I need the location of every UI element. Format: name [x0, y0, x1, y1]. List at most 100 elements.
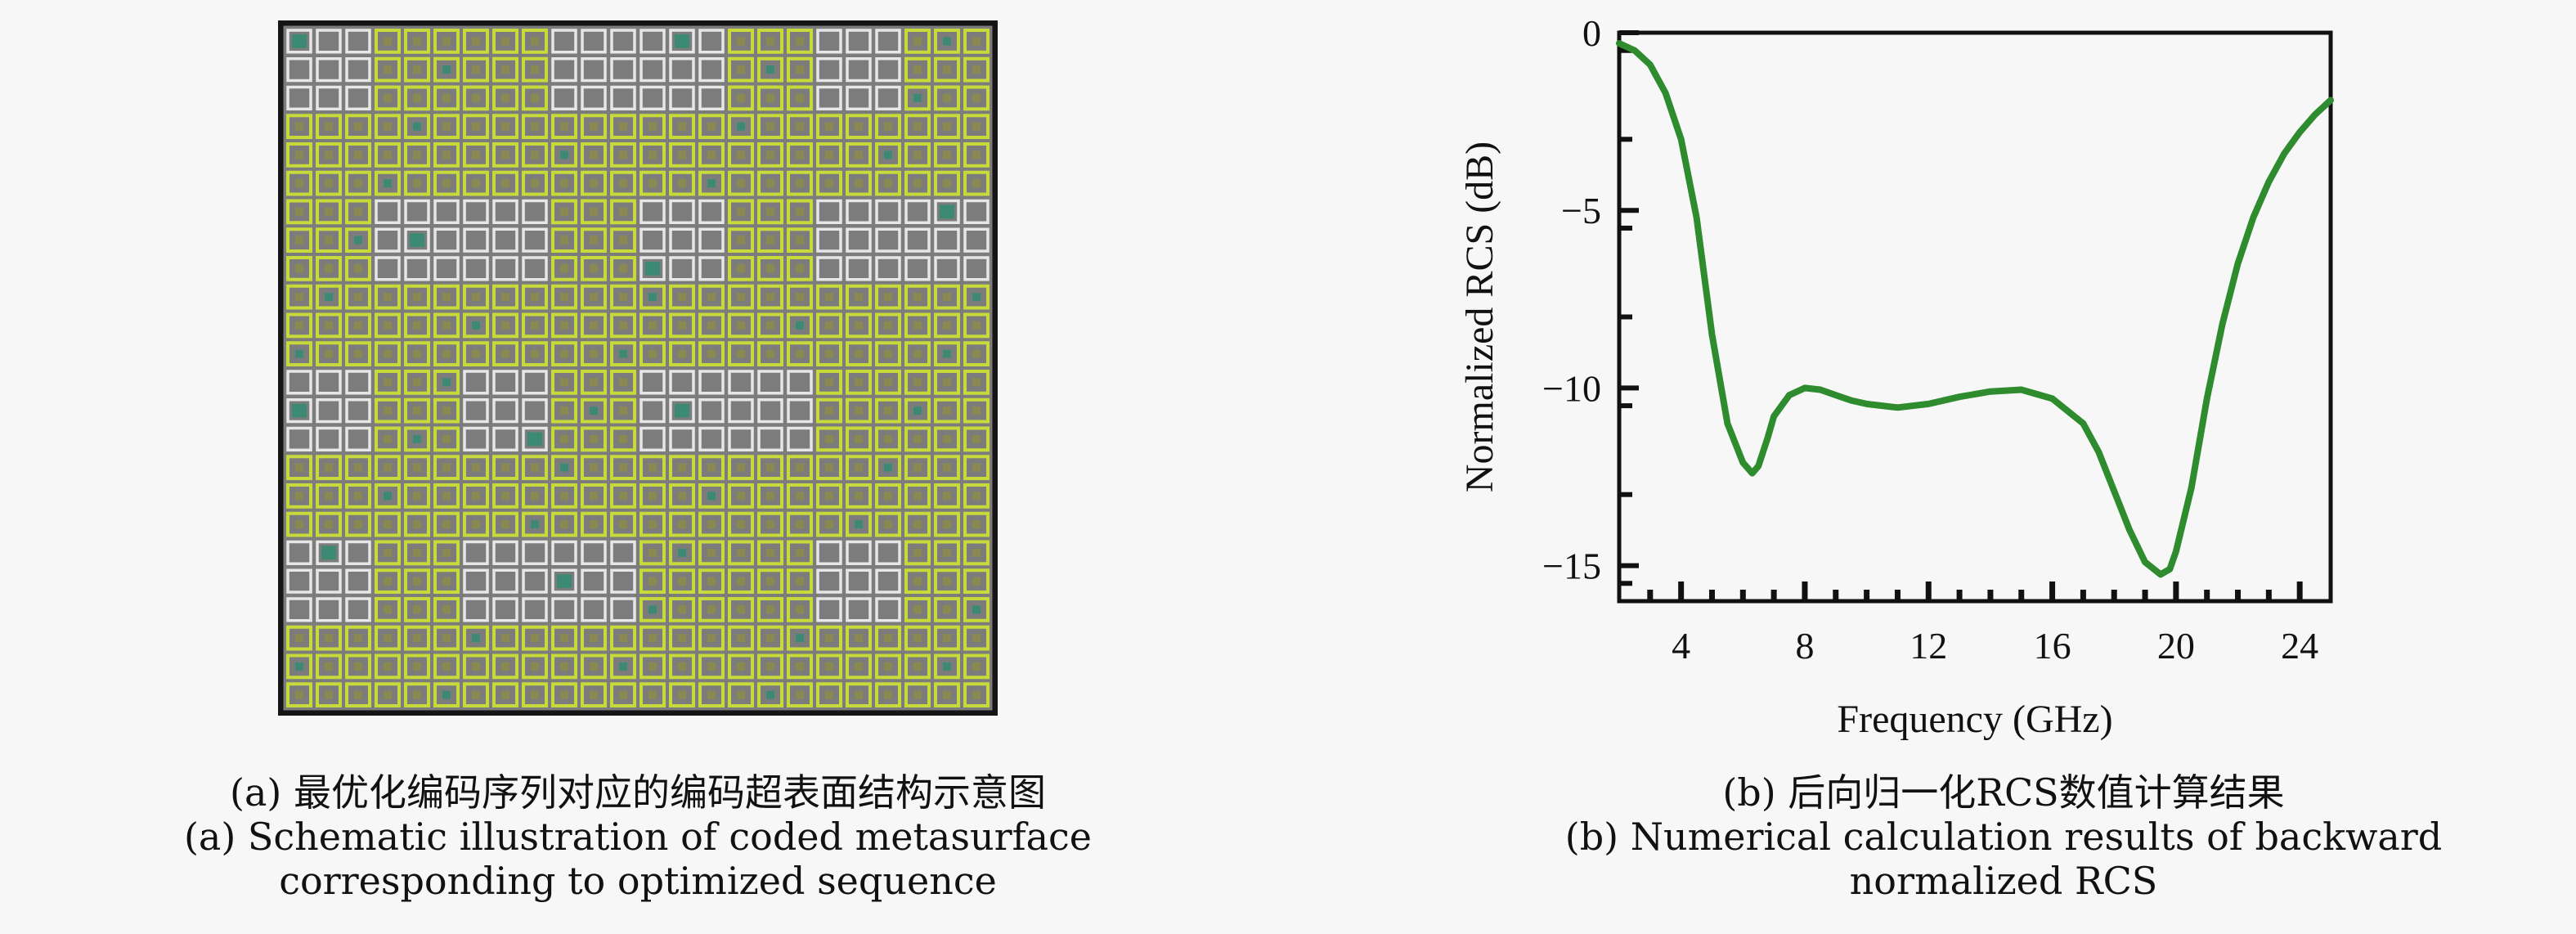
unit-cell-1 — [846, 142, 872, 168]
y-tick-label: 0 — [1582, 12, 1601, 54]
unit-cell-1 — [463, 29, 489, 54]
unit-cell-0 — [610, 568, 636, 594]
unit-cell-1 — [875, 426, 901, 452]
unit-cell-1 — [404, 114, 430, 139]
unit-cell-1 — [551, 625, 577, 651]
unit-cell-1 — [522, 511, 548, 537]
unit-cell-1 — [433, 85, 460, 111]
unit-cell-1 — [492, 170, 518, 196]
unit-cell-0 — [345, 426, 371, 451]
unit-cell-1 — [698, 284, 725, 310]
unit-cell-1 — [669, 170, 695, 196]
unit-cell-1 — [522, 625, 548, 651]
unit-cell-0 — [698, 370, 725, 395]
unit-cell-1 — [728, 29, 754, 54]
unit-cell-0 — [787, 370, 813, 395]
unit-cell-0 — [551, 568, 577, 594]
unit-cell-1 — [375, 284, 401, 310]
unit-cell-1 — [345, 170, 371, 196]
caption-a-en-line2: corresponding to optimized sequence — [279, 859, 997, 903]
rcs-chart: 4 8 12 16 20 24 0 −5 −10 −15 Frequency (GHz) Normal… — [1458, 12, 2334, 741]
unit-cell-1 — [492, 653, 518, 680]
unit-cell-1 — [286, 227, 312, 253]
unit-cell-1 — [640, 653, 666, 680]
unit-cell-0 — [463, 540, 489, 565]
unit-cell-1 — [787, 56, 813, 83]
unit-cell-0 — [875, 85, 901, 110]
unit-cell-0 — [875, 597, 901, 622]
unit-cell-1 — [316, 511, 342, 537]
unit-cell-1 — [698, 540, 725, 566]
unit-cell-1 — [846, 483, 872, 509]
unit-cell-0 — [669, 29, 695, 54]
metasurface-grid — [278, 20, 998, 716]
unit-cell-1 — [846, 284, 872, 310]
unit-cell-1 — [433, 483, 460, 509]
unit-cell-1 — [934, 511, 960, 537]
unit-cell-1 — [728, 625, 754, 651]
unit-cell-0 — [463, 199, 489, 224]
unit-cell-1 — [492, 85, 518, 111]
unit-cell-1 — [404, 397, 430, 424]
unit-cell-1 — [610, 370, 636, 395]
unit-cell-1 — [492, 625, 518, 651]
unit-cell-0 — [640, 57, 666, 83]
unit-cell-0 — [316, 426, 342, 451]
unit-cell-1 — [640, 625, 666, 651]
unit-cell-1 — [316, 199, 342, 225]
unit-cell-1 — [433, 568, 460, 594]
unit-cell-1 — [846, 455, 872, 480]
unit-cell-1 — [345, 483, 371, 509]
unit-cell-1 — [934, 170, 960, 196]
unit-cell-1 — [787, 199, 813, 225]
unit-cell-1 — [963, 142, 990, 168]
unit-cell-1 — [787, 85, 813, 111]
unit-cell-1 — [345, 227, 371, 253]
unit-cell-1 — [934, 597, 960, 622]
x-tick-label: 24 — [2281, 625, 2318, 667]
unit-cell-1 — [787, 455, 813, 480]
unit-cell-1 — [640, 455, 666, 480]
unit-cell-1 — [433, 341, 460, 366]
unit-cell-0 — [610, 85, 636, 110]
unit-cell-0 — [522, 398, 548, 424]
unit-cell-1 — [286, 170, 312, 196]
unit-cell-1 — [492, 29, 518, 54]
unit-cell-1 — [404, 29, 430, 54]
unit-cell-1 — [757, 625, 783, 651]
unit-cell-0 — [846, 540, 872, 565]
x-tick-label: 12 — [1910, 625, 1947, 667]
unit-cell-1 — [316, 142, 342, 168]
unit-cell-1 — [375, 455, 401, 480]
unit-cell-0 — [522, 568, 548, 594]
unit-cell-0 — [286, 568, 312, 594]
unit-cell-1 — [728, 312, 754, 339]
unit-cell-1 — [375, 370, 401, 395]
unit-cell-1 — [551, 483, 577, 509]
caption-b-en-line2: normalized RCS — [1849, 859, 2158, 903]
unit-cell-1 — [345, 341, 371, 366]
unit-cell-1 — [316, 170, 342, 196]
unit-cell-0 — [669, 426, 695, 451]
unit-cell-1 — [757, 483, 783, 509]
unit-cell-1 — [904, 56, 931, 83]
unit-cell-1 — [316, 653, 342, 680]
unit-cell-1 — [757, 682, 783, 707]
unit-cell-1 — [610, 284, 636, 310]
unit-cell-0 — [669, 57, 695, 83]
unit-cell-1 — [463, 682, 489, 707]
unit-cell-1 — [610, 682, 636, 707]
unit-cell-1 — [433, 511, 460, 537]
unit-cell-1 — [522, 85, 548, 111]
unit-cell-1 — [551, 312, 577, 339]
unit-cell-0 — [463, 256, 489, 281]
unit-cell-1 — [375, 170, 401, 196]
unit-cell-0 — [375, 227, 401, 253]
unit-cell-1 — [345, 312, 371, 339]
unit-cell-1 — [375, 114, 401, 139]
unit-cell-0 — [640, 398, 666, 424]
unit-cell-1 — [669, 284, 695, 310]
x-tick-label: 20 — [2157, 625, 2195, 667]
unit-cell-0 — [345, 568, 371, 594]
unit-cell-0 — [492, 426, 518, 451]
